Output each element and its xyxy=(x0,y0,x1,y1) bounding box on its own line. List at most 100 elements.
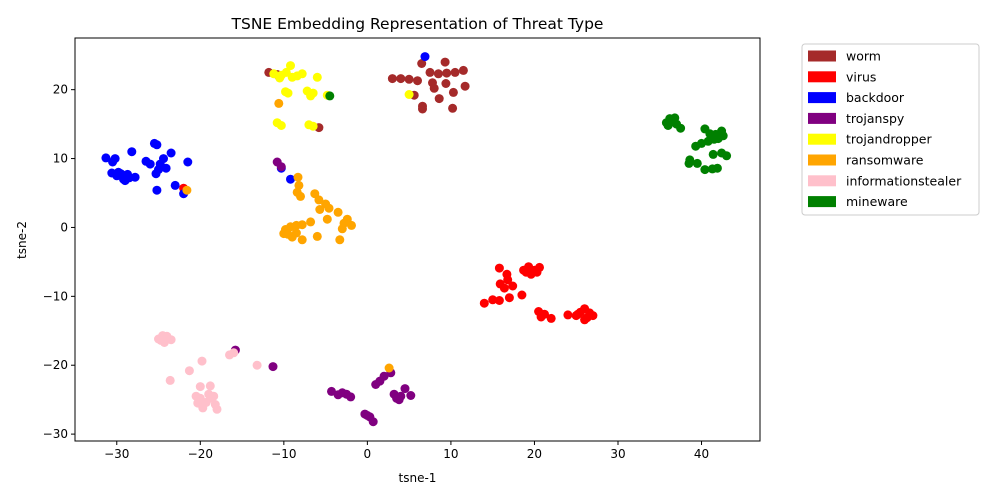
legend-label-worm: worm xyxy=(846,49,881,64)
point-informationstealer-22 xyxy=(205,381,215,391)
point-trojanspy-1 xyxy=(276,162,286,172)
scatter-points xyxy=(101,52,732,427)
point-backdoor-14 xyxy=(145,159,155,169)
point-worm-18 xyxy=(434,94,444,104)
point-ransomware-27 xyxy=(335,235,345,245)
point-virus-4 xyxy=(494,263,504,273)
legend-label-backdoor: backdoor xyxy=(846,90,905,105)
point-backdoor-22 xyxy=(166,148,176,158)
x-tick-label: −30 xyxy=(104,447,129,461)
point-worm-11 xyxy=(460,81,470,91)
point-virus-11 xyxy=(517,290,527,300)
point-trojandropper-18 xyxy=(306,91,316,101)
point-trojanspy-2 xyxy=(268,362,278,372)
point-trojandropper-14 xyxy=(276,121,286,130)
point-virus-6 xyxy=(499,283,509,293)
point-informationstealer-7 xyxy=(184,366,194,376)
legend-swatch-ransomware xyxy=(808,154,836,166)
point-ransomware-28 xyxy=(384,363,394,373)
point-backdoor-27 xyxy=(420,52,430,62)
point-ransomware-25 xyxy=(297,235,307,245)
point-backdoor-18 xyxy=(151,169,161,179)
point-ransomware-10 xyxy=(315,205,325,214)
point-virus-29 xyxy=(588,311,598,321)
x-tick-label: 30 xyxy=(610,447,625,461)
y-tick-label: 20 xyxy=(53,83,68,97)
point-backdoor-10 xyxy=(107,168,117,178)
point-ransomware-2 xyxy=(293,172,303,182)
point-worm-7 xyxy=(433,69,443,79)
point-virus-2 xyxy=(488,295,498,305)
point-trojandropper-9 xyxy=(283,88,293,98)
point-worm-10 xyxy=(458,65,468,75)
point-worm-13 xyxy=(413,76,422,86)
point-virus-23 xyxy=(563,310,573,320)
point-mineware-27 xyxy=(712,163,722,173)
point-mineware-14 xyxy=(718,131,728,141)
point-ransomware-16 xyxy=(337,224,347,234)
point-worm-8 xyxy=(442,68,452,78)
x-tick-label: 40 xyxy=(694,447,709,461)
legend-label-virus: virus xyxy=(846,69,876,84)
point-worm-21 xyxy=(448,103,458,113)
point-worm-20 xyxy=(418,104,427,114)
point-trojanspy-12 xyxy=(368,417,378,427)
point-worm-16 xyxy=(441,79,451,88)
point-ransomware-7 xyxy=(314,195,324,205)
point-mineware-18 xyxy=(691,141,701,151)
legend-label-trojandropper: trojandropper xyxy=(846,132,932,147)
point-trojandropper-16 xyxy=(308,121,318,131)
legend-swatch-virus xyxy=(808,71,836,83)
legend: worm virus backdoor trojanspy trojandropper r… xyxy=(801,43,980,216)
point-virus-1 xyxy=(479,298,489,308)
legend-label-trojanspy: trojanspy xyxy=(846,111,905,126)
legend-swatch-trojanspy xyxy=(808,112,836,124)
point-informationstealer-10 xyxy=(229,348,239,358)
point-backdoor-0 xyxy=(101,153,111,163)
point-worm-3 xyxy=(396,74,406,84)
point-mineware-25 xyxy=(700,165,710,175)
point-virus-31 xyxy=(573,309,583,319)
legend-swatch-backdoor xyxy=(808,92,836,104)
legend-swatch-worm xyxy=(808,50,836,62)
point-trojandropper-3 xyxy=(281,67,291,77)
point-ransomware-15 xyxy=(347,220,356,230)
point-mineware-24 xyxy=(684,158,694,168)
x-tick-label: 0 xyxy=(364,447,372,461)
point-ransomware-9 xyxy=(324,203,334,213)
point-virus-21 xyxy=(540,309,549,319)
point-ransomware-11 xyxy=(333,207,343,217)
point-informationstealer-21 xyxy=(195,382,205,392)
point-worm-6 xyxy=(425,67,435,77)
point-trojanspy-15 xyxy=(379,371,389,381)
point-ransomware-5 xyxy=(296,191,305,201)
point-mineware-7 xyxy=(676,123,686,133)
point-virus-30 xyxy=(580,315,590,325)
x-axis-ticks: −30 −20 −10 0 10 20 30 40 xyxy=(104,441,709,461)
point-virus-10 xyxy=(508,281,518,291)
point-trojanspy-21 xyxy=(406,391,416,400)
point-backdoor-9 xyxy=(123,169,133,179)
point-backdoor-12 xyxy=(127,147,137,157)
point-ransomware-17 xyxy=(306,217,316,227)
point-trojandropper-7 xyxy=(297,69,307,79)
point-informationstealer-20 xyxy=(210,400,220,409)
x-axis-label: tsne-1 xyxy=(399,471,437,485)
point-backdoor-2 xyxy=(110,154,120,164)
point-ransomware-29 xyxy=(283,229,293,239)
point-ransomware-1 xyxy=(182,185,192,195)
point-virus-22 xyxy=(546,313,556,323)
point-ransomware-3 xyxy=(294,180,304,190)
plot-frame xyxy=(74,37,761,442)
point-informationstealer-6 xyxy=(165,375,175,385)
point-informationstealer-8 xyxy=(197,356,207,366)
y-tick-label: −20 xyxy=(43,358,68,372)
point-trojanspy-20 xyxy=(400,384,410,394)
point-worm-4 xyxy=(404,74,414,84)
y-tick-label: −10 xyxy=(43,289,68,303)
x-tick-label: 10 xyxy=(443,447,458,461)
point-mineware-21 xyxy=(722,151,732,161)
y-tick-label: 10 xyxy=(53,152,68,166)
point-trojanspy-22 xyxy=(394,395,404,405)
legend-label-ransomware: ransomware xyxy=(846,153,924,168)
